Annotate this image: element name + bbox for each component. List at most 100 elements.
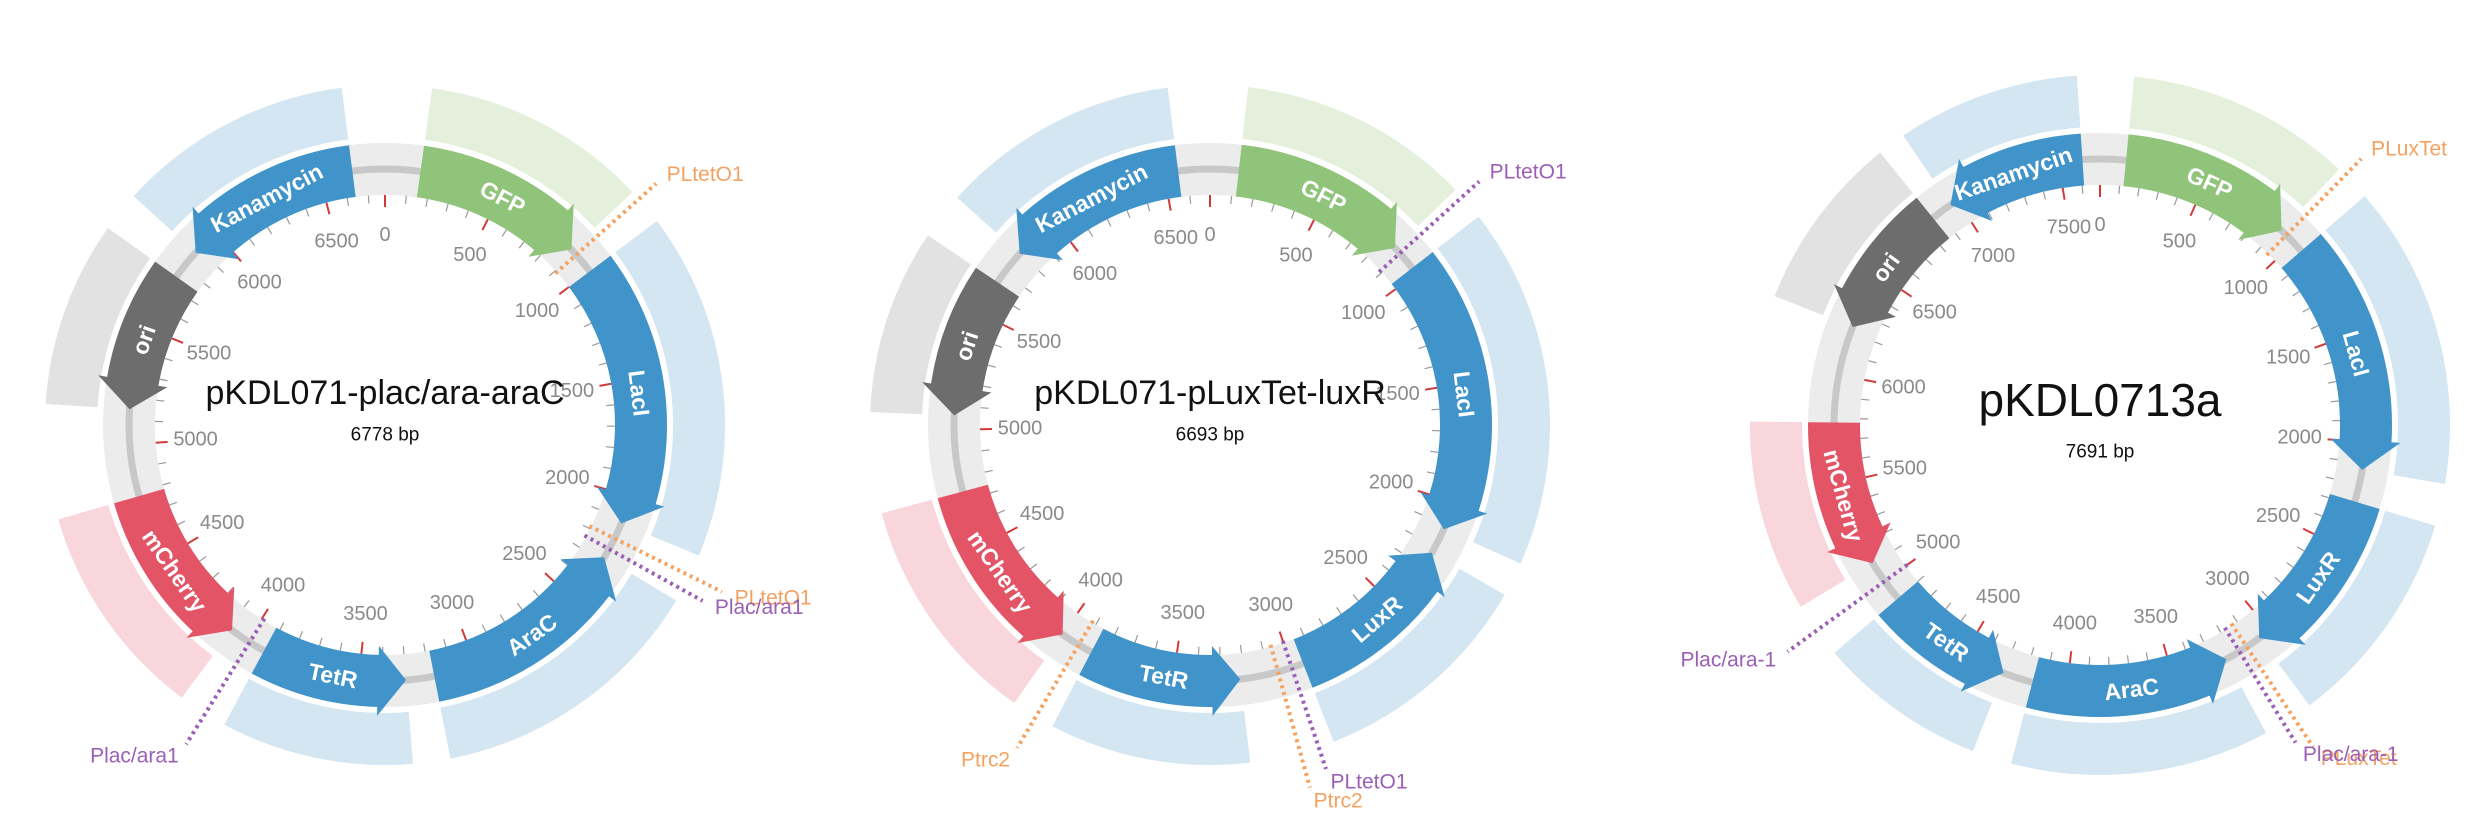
tick-label: 5500	[1017, 331, 1062, 353]
minor-tick	[2311, 326, 2318, 329]
plasmid-title: pKDL071-pLuxTet-luxR	[1034, 374, 1386, 412]
major-tick	[462, 629, 466, 640]
minor-tick	[1427, 472, 1435, 474]
minor-tick	[1088, 230, 1092, 237]
tick-label: 2000	[2277, 427, 2322, 449]
minor-tick	[2183, 642, 2186, 649]
minor-tick	[1346, 243, 1351, 249]
major-tick	[1309, 220, 1314, 231]
minor-tick	[990, 491, 998, 493]
minor-tick	[1361, 257, 1366, 263]
minor-tick	[2282, 276, 2288, 281]
minor-tick	[1013, 306, 1020, 310]
minor-tick	[178, 521, 185, 524]
minor-tick	[165, 358, 173, 360]
minor-tick	[2156, 192, 2158, 200]
minor-tick	[606, 447, 614, 448]
minor-tick	[406, 196, 407, 204]
minor-tick	[2031, 647, 2033, 655]
tick-label: 4000	[2053, 612, 2098, 634]
minor-tick	[299, 631, 302, 638]
minor-tick	[1291, 211, 1294, 218]
minor-tick	[1410, 326, 1417, 329]
minor-tick	[169, 502, 176, 505]
major-tick	[482, 219, 487, 230]
minor-tick	[192, 301, 199, 305]
minor-tick	[2297, 547, 2304, 551]
major-tick	[599, 384, 611, 386]
tick-label: 6500	[314, 230, 359, 252]
major-tick	[1972, 222, 1978, 232]
site-label: PLtetO1	[1490, 161, 1567, 184]
minor-tick	[482, 625, 486, 632]
minor-tick	[424, 644, 425, 652]
tick-label: 0	[1204, 224, 1215, 246]
minor-tick	[1096, 618, 1100, 625]
site-label: PLtetO1	[667, 163, 744, 186]
major-tick	[1864, 380, 1876, 382]
tick-label: 3500	[1160, 602, 1205, 624]
major-tick	[156, 442, 168, 443]
tick-label: 4000	[1078, 569, 1123, 591]
tick-label: 1000	[515, 300, 560, 322]
minor-tick	[981, 450, 989, 451]
minor-tick	[535, 255, 540, 261]
minor-tick	[1319, 618, 1323, 625]
minor-tick	[306, 209, 309, 217]
minor-tick	[200, 556, 206, 561]
minor-tick	[584, 323, 591, 327]
major-tick	[1007, 527, 1018, 533]
minor-tick	[1918, 576, 1924, 581]
tick-label: 6000	[1881, 376, 1926, 398]
major-tick	[2266, 261, 2275, 269]
minor-tick	[1861, 399, 1869, 400]
tick-label: 500	[2163, 230, 2196, 252]
minor-tick	[2262, 591, 2268, 597]
minor-tick	[988, 365, 996, 367]
minor-tick	[1869, 361, 1877, 363]
tick-label: 7500	[2047, 216, 2092, 238]
site-label: PLtetO1	[1330, 771, 1407, 794]
major-tick	[2245, 601, 2253, 610]
minor-tick	[1261, 641, 1263, 649]
minor-tick	[1156, 641, 1158, 649]
minor-tick	[591, 506, 598, 509]
minor-tick	[1891, 307, 1898, 311]
major-tick	[2164, 644, 2167, 656]
minor-tick	[181, 319, 188, 323]
minor-tick	[1025, 288, 1031, 293]
minor-tick	[218, 267, 224, 272]
tick-label: 3000	[2205, 568, 2250, 590]
minor-tick	[1337, 607, 1342, 614]
minor-tick	[340, 643, 342, 651]
minor-tick	[2328, 382, 2336, 383]
minor-tick	[2226, 223, 2230, 230]
minor-tick	[156, 400, 164, 401]
minor-tick	[2330, 458, 2338, 459]
minor-tick	[2303, 308, 2310, 312]
minor-tick	[2321, 495, 2329, 497]
minor-tick	[1300, 628, 1303, 635]
minor-tick	[2331, 401, 2339, 402]
minor-tick	[286, 217, 289, 224]
plasmid-length: 6778 bp	[351, 425, 420, 446]
tick-label: 5000	[998, 418, 1043, 440]
tick-label: 0	[2094, 214, 2105, 236]
plasmid-length: 6693 bp	[1176, 425, 1245, 446]
minor-tick	[250, 239, 255, 245]
minor-tick	[2006, 204, 2009, 211]
minor-tick	[2293, 291, 2300, 295]
minor-tick	[1240, 645, 1241, 653]
minor-tick	[1039, 271, 1045, 276]
minor-tick	[1882, 324, 1889, 327]
minor-tick	[2324, 362, 2332, 364]
minor-tick	[368, 196, 369, 204]
major-tick	[2315, 344, 2326, 348]
site-label: Plac/ara-1	[1681, 648, 1777, 671]
minor-tick	[573, 543, 580, 547]
minor-tick	[1190, 196, 1191, 204]
tick-label: 6000	[1073, 263, 1118, 285]
major-tick	[1177, 641, 1179, 653]
